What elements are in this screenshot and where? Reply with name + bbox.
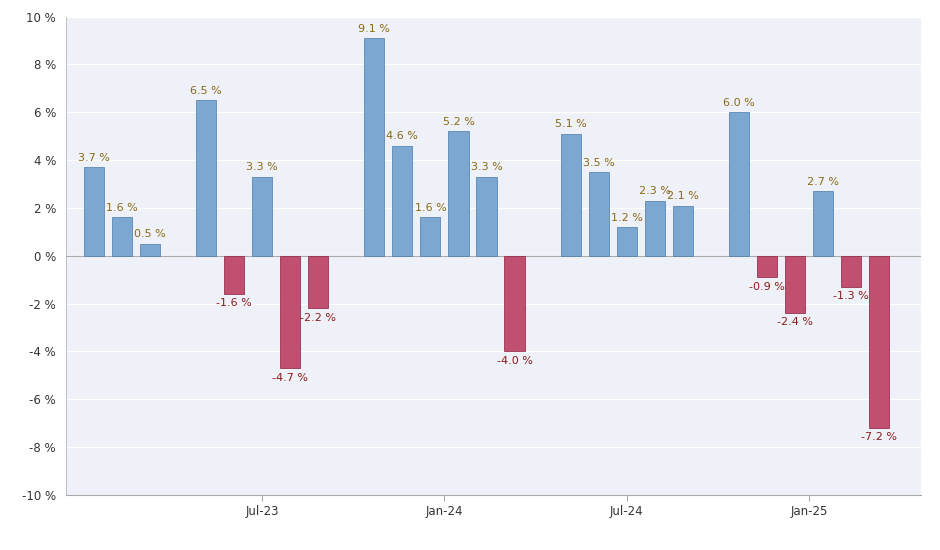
Bar [252,177,273,256]
Bar [392,146,413,256]
Text: 3.7 %: 3.7 % [78,153,110,163]
Text: -4.0 %: -4.0 % [496,356,532,366]
Bar [112,217,132,256]
Text: -1.6 %: -1.6 % [216,298,252,309]
Text: -2.2 %: -2.2 % [300,313,337,323]
Bar [280,256,300,368]
Text: 3.5 %: 3.5 % [583,158,615,168]
Bar [813,191,833,256]
Text: -7.2 %: -7.2 % [861,432,897,442]
Text: 1.6 %: 1.6 % [415,203,446,213]
Bar [870,256,889,428]
Bar [477,177,496,256]
Text: -4.7 %: -4.7 % [273,372,308,382]
Bar [588,172,609,256]
Bar [308,256,328,309]
Text: 9.1 %: 9.1 % [358,24,390,34]
Text: 6.0 %: 6.0 % [723,98,755,108]
Text: 1.6 %: 1.6 % [106,203,138,213]
Bar [785,256,805,313]
Text: 2.7 %: 2.7 % [807,177,839,187]
Bar [420,217,441,256]
Bar [364,38,384,256]
Text: 5.2 %: 5.2 % [443,117,475,127]
Text: -1.3 %: -1.3 % [833,291,869,301]
Text: 4.6 %: 4.6 % [386,131,418,141]
Bar [84,167,104,256]
Text: 5.1 %: 5.1 % [555,119,587,129]
Bar [757,256,777,277]
Bar [841,256,861,287]
Text: 2.1 %: 2.1 % [666,191,698,201]
Bar [617,227,636,256]
Text: -0.9 %: -0.9 % [749,282,785,292]
Text: 3.3 %: 3.3 % [246,162,278,173]
Bar [560,134,581,256]
Bar [196,100,216,256]
Bar [645,201,665,256]
Text: 1.2 %: 1.2 % [611,213,643,223]
Bar [728,112,749,256]
Text: 2.3 %: 2.3 % [639,186,671,196]
Text: -2.4 %: -2.4 % [777,317,813,327]
Bar [505,256,525,351]
Text: 0.5 %: 0.5 % [134,229,165,239]
Bar [224,256,244,294]
Bar [448,131,468,256]
Text: 6.5 %: 6.5 % [190,86,222,96]
Bar [673,206,693,256]
Text: 3.3 %: 3.3 % [471,162,502,173]
Bar [140,244,160,256]
